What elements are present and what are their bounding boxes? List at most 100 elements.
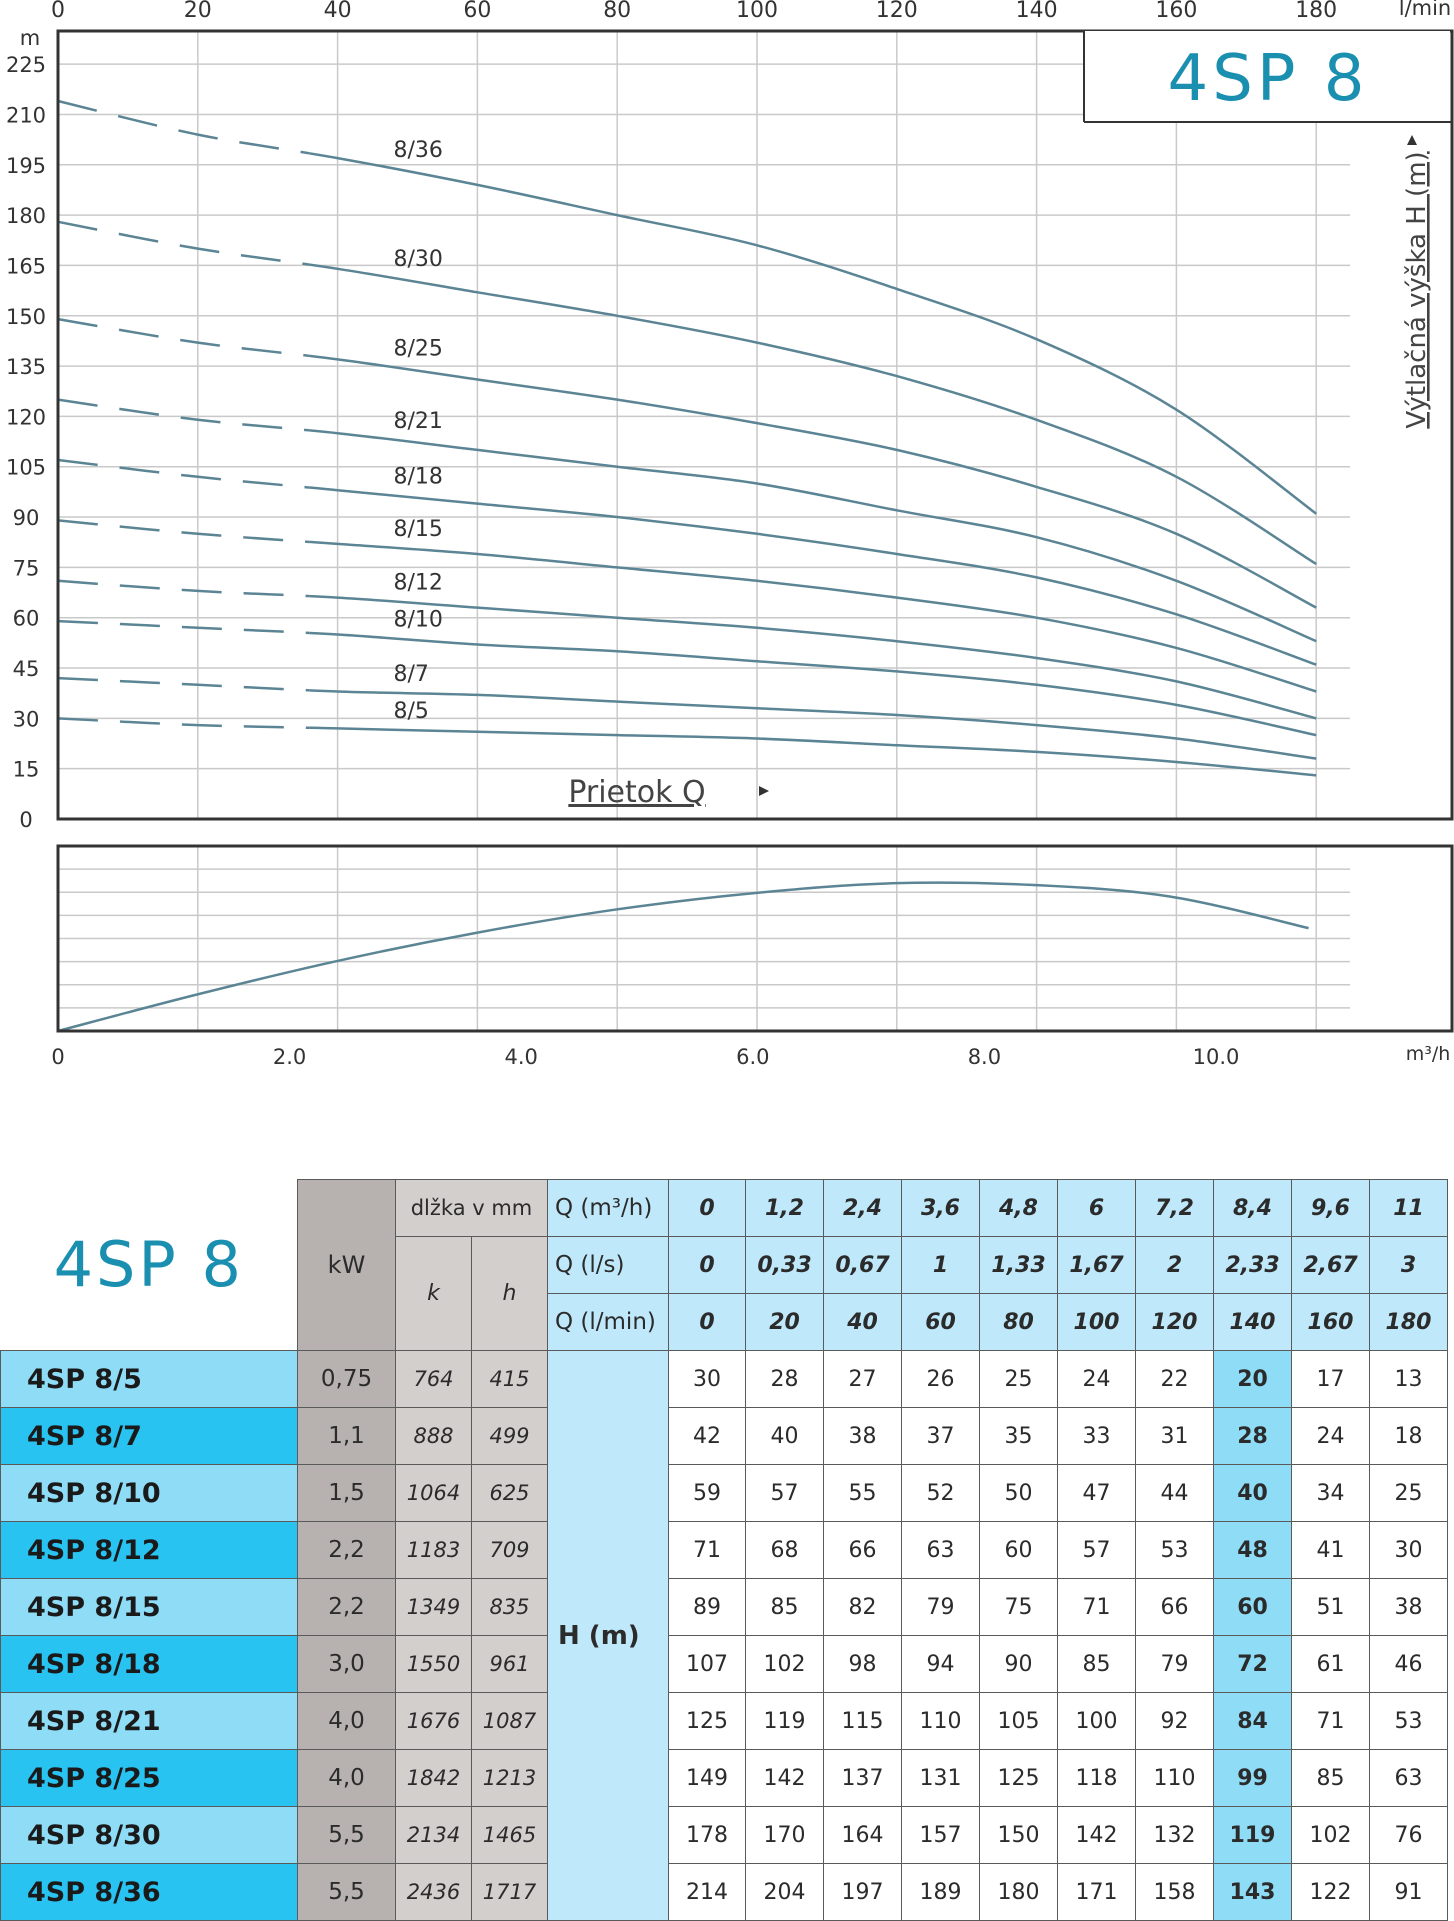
head-value: 85 (745, 1578, 824, 1636)
upper-y-tick-label: 195 (6, 154, 46, 178)
head-value: 178 (668, 1806, 746, 1864)
head-value: 158 (1135, 1863, 1214, 1921)
kw-value: 5,5 (297, 1863, 396, 1921)
table-row: 4SP 8/21 4,0 1676 1087 125 119 115 110 105 100 92 8… (0, 1692, 1448, 1750)
head-value: 180 (979, 1863, 1058, 1921)
head-value: 118 (1057, 1749, 1136, 1807)
table-row: 4SP 8/36 5,5 2436 1717 214 204 197 189 180 171 158… (0, 1863, 1448, 1921)
head-value: 94 (901, 1635, 980, 1693)
curve-dashed-segment (57, 717, 310, 730)
upper-chart-frame (56, 29, 1454, 821)
head-value: 204 (745, 1863, 824, 1921)
curve-dashed-segment (57, 317, 310, 358)
upper-y-tick-label: 150 (6, 305, 46, 329)
upper-x-tick-label: 0 (51, 0, 65, 23)
head-value: 85 (1057, 1635, 1136, 1693)
upper-y-tick-label: 165 (6, 254, 46, 278)
efficiency-curve (57, 881, 1309, 1033)
head-value: 33 (1057, 1407, 1136, 1465)
q-value: 1,2 (745, 1179, 824, 1237)
q-value: 100 (1057, 1293, 1136, 1351)
head-value: 57 (1057, 1521, 1136, 1579)
head-value: 30 (1369, 1521, 1448, 1579)
k-value: 1842 (395, 1749, 472, 1807)
upper-y-tick-label: 180 (6, 204, 46, 228)
k-value: 888 (395, 1407, 472, 1465)
head-value: 142 (745, 1749, 824, 1807)
performance-table: 4SP 8 kW dlžka v mm Q (m³/h) 0 1,2 2,4 3,6 4,8 6 7… (0, 1179, 1448, 1921)
upper-x-tick-label: 140 (1016, 0, 1058, 23)
curve-solid-segment (309, 354, 1317, 609)
q-label: Q (m³/h) (547, 1179, 669, 1237)
lower-chart-x-ticks: 0 2.0 4.0 6.0 8.0 10.0 (51, 1045, 1239, 1069)
q-value: 3,6 (901, 1179, 980, 1237)
upper-x-tick-label: 40 (324, 0, 352, 23)
kw-value: 5,5 (297, 1806, 396, 1864)
head-value: 50 (979, 1464, 1058, 1522)
table-row: 4SP 8/7 1,1 888 499 42 40 38 37 35 33 31 28 24 18 (0, 1407, 1448, 1465)
head-value: 122 (1291, 1863, 1370, 1921)
head-value: 150 (979, 1806, 1058, 1864)
q-value: 60 (901, 1293, 980, 1351)
head-value: 102 (745, 1635, 824, 1693)
h-header: h (471, 1236, 548, 1351)
table-row: 4SP 8/25 4,0 1842 1213 149 142 137 131 125 118 110… (0, 1749, 1448, 1807)
head-value: 25 (979, 1350, 1058, 1408)
head-value: 47 (1057, 1464, 1136, 1522)
head-value: 22 (1135, 1350, 1214, 1408)
curve-label: 8/5 (394, 699, 429, 724)
upper-y-tick-label: 135 (6, 355, 46, 379)
upper-chart-curves (57, 99, 1317, 777)
h-value: 961 (471, 1635, 548, 1693)
head-value: 17 (1291, 1350, 1370, 1408)
upper-y-tick-label: 90 (13, 506, 40, 530)
head-value: 41 (1291, 1521, 1370, 1579)
head-value: 63 (1369, 1749, 1448, 1807)
upper-x-unit-label: l/min (1399, 0, 1452, 20)
q-value: 1,33 (979, 1236, 1058, 1294)
q-value: 3 (1369, 1236, 1448, 1294)
head-value: 84 (1213, 1692, 1292, 1750)
head-value: 68 (745, 1521, 824, 1579)
head-value: 66 (1135, 1578, 1214, 1636)
head-value: 27 (823, 1350, 902, 1408)
h-axis-label: H (m) (547, 1350, 669, 1921)
upper-y-tick-label: 0 (19, 808, 32, 832)
head-value: 18 (1369, 1407, 1448, 1465)
head-value: 63 (901, 1521, 980, 1579)
head-value: 131 (901, 1749, 980, 1807)
lower-x-tick-label: 2.0 (273, 1045, 306, 1069)
kw-value: 2,2 (297, 1521, 396, 1579)
head-value: 42 (668, 1407, 746, 1465)
head-value: 102 (1291, 1806, 1370, 1864)
lower-x-tick-label: 0 (51, 1045, 64, 1069)
head-value: 48 (1213, 1521, 1292, 1579)
head-value: 72 (1213, 1635, 1292, 1693)
head-value: 100 (1057, 1692, 1136, 1750)
head-value: 157 (901, 1806, 980, 1864)
q-value: 180 (1369, 1293, 1448, 1351)
head-value: 53 (1369, 1692, 1448, 1750)
lower-chart-frame (56, 844, 1454, 1033)
head-value: 60 (979, 1521, 1058, 1579)
curve-label: 8/15 (394, 517, 443, 542)
head-value: 110 (1135, 1749, 1214, 1807)
q-value: 0,67 (823, 1236, 902, 1294)
upper-x-tick-label: 180 (1295, 0, 1337, 23)
lower-x-tick-label: 10.0 (1193, 1045, 1240, 1069)
lower-chart-curves (57, 881, 1309, 1033)
q-value: 80 (979, 1293, 1058, 1351)
curve-label: 8/36 (394, 138, 443, 163)
curve-label: 8/7 (394, 662, 429, 687)
curve-solid-segment (309, 631, 1317, 737)
head-value: 99 (1213, 1749, 1292, 1807)
chart-title-box (1084, 31, 1450, 122)
upper-y-tick-label: 210 (6, 103, 46, 127)
length-header: dlžka v mm (395, 1179, 548, 1237)
y-axis-arrow-icon (1407, 135, 1417, 145)
kw-header: kW (297, 1179, 396, 1351)
k-value: 1676 (395, 1692, 472, 1750)
k-value: 1550 (395, 1635, 472, 1693)
x-axis-arrow-icon (759, 786, 769, 796)
